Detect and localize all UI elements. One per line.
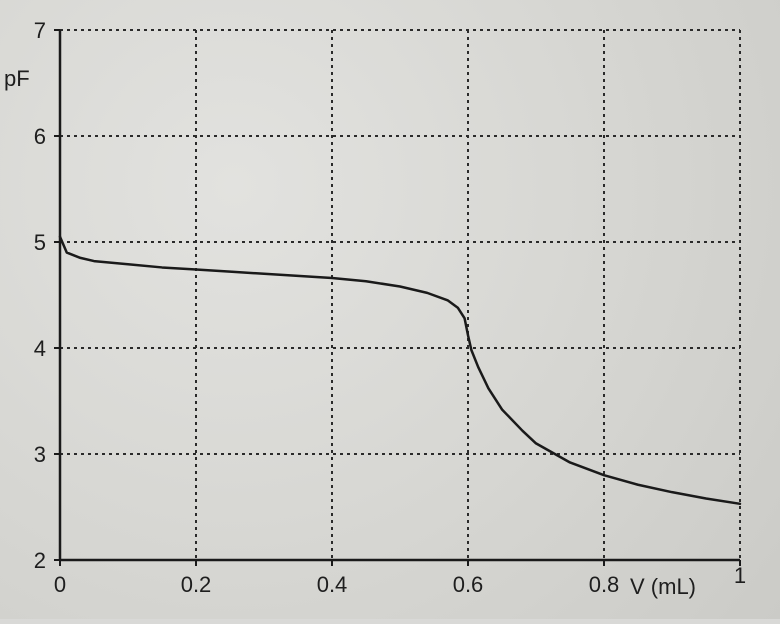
tick-layer: 0 0.2 0.4 0.6 0.8 1 2 3 4 5 6 7 (34, 18, 746, 597)
x-tick-label: 0.8 (589, 572, 620, 597)
y-tick-label: 3 (34, 442, 46, 467)
series-layer (58, 235, 742, 506)
x-tick-label: 0 (54, 572, 66, 597)
x-tick-label: 0.6 (453, 572, 484, 597)
y-axis-label: pF (4, 66, 30, 91)
x-tick-label: 1 (734, 563, 746, 588)
x-tick-label: 0.4 (317, 572, 348, 597)
y-tick-label: 2 (34, 548, 46, 573)
y-tick-label: 5 (34, 230, 46, 255)
x-axis-label: V (mL) (630, 574, 696, 599)
x-tick-label: 0.2 (181, 572, 212, 597)
series-line (58, 235, 742, 506)
y-tick-label: 6 (34, 124, 46, 149)
y-tick-label: 7 (34, 18, 46, 43)
grid-layer (60, 29, 741, 560)
axes-layer (54, 29, 741, 566)
y-tick-label: 4 (34, 336, 46, 361)
